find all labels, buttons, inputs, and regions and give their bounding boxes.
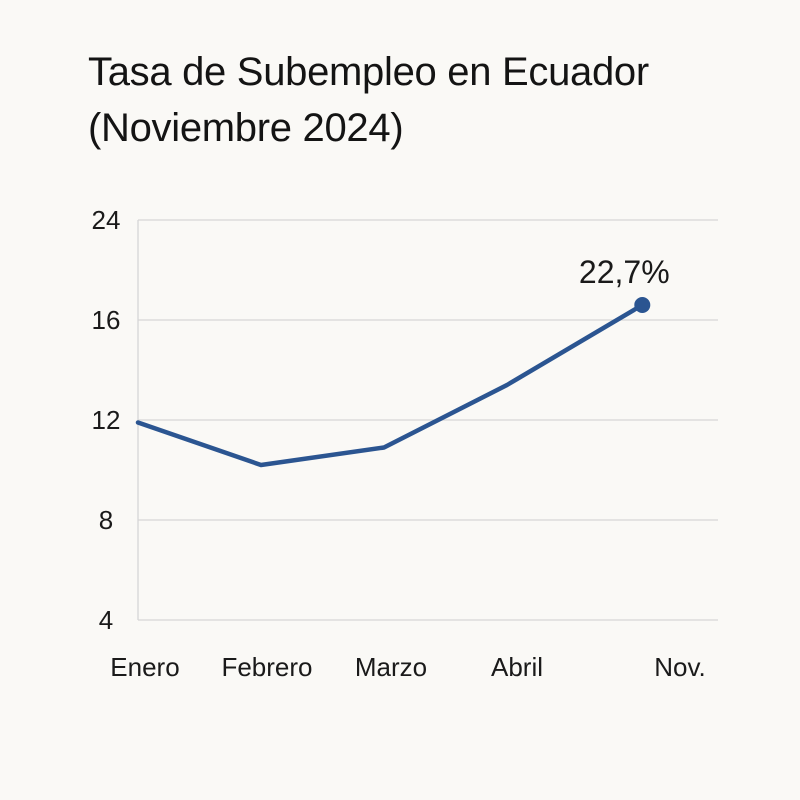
chart-title: Tasa de Subempleo en Ecuador (Noviembre …	[88, 44, 768, 156]
x-tick-label: Enero	[110, 652, 179, 682]
chart-title-line-2: (Noviembre 2024)	[88, 106, 404, 150]
chart-title-line-1: Tasa de Subempleo en Ecuador	[88, 50, 649, 94]
x-tick-label: Marzo	[355, 652, 427, 682]
x-tick-label: Nov.	[654, 652, 706, 682]
y-tick-label: 12	[92, 405, 121, 435]
x-tick-label: Febrero	[221, 652, 312, 682]
y-tick-label: 8	[99, 505, 113, 535]
y-tick-label: 4	[99, 605, 113, 635]
data-point-marker	[634, 297, 651, 313]
x-tick-label: Abril	[491, 652, 543, 682]
series-line	[135, 302, 645, 468]
data-label: 22,7%	[579, 254, 670, 290]
y-tick-label: 24	[92, 205, 121, 235]
y-tick-label: 16	[92, 305, 121, 335]
